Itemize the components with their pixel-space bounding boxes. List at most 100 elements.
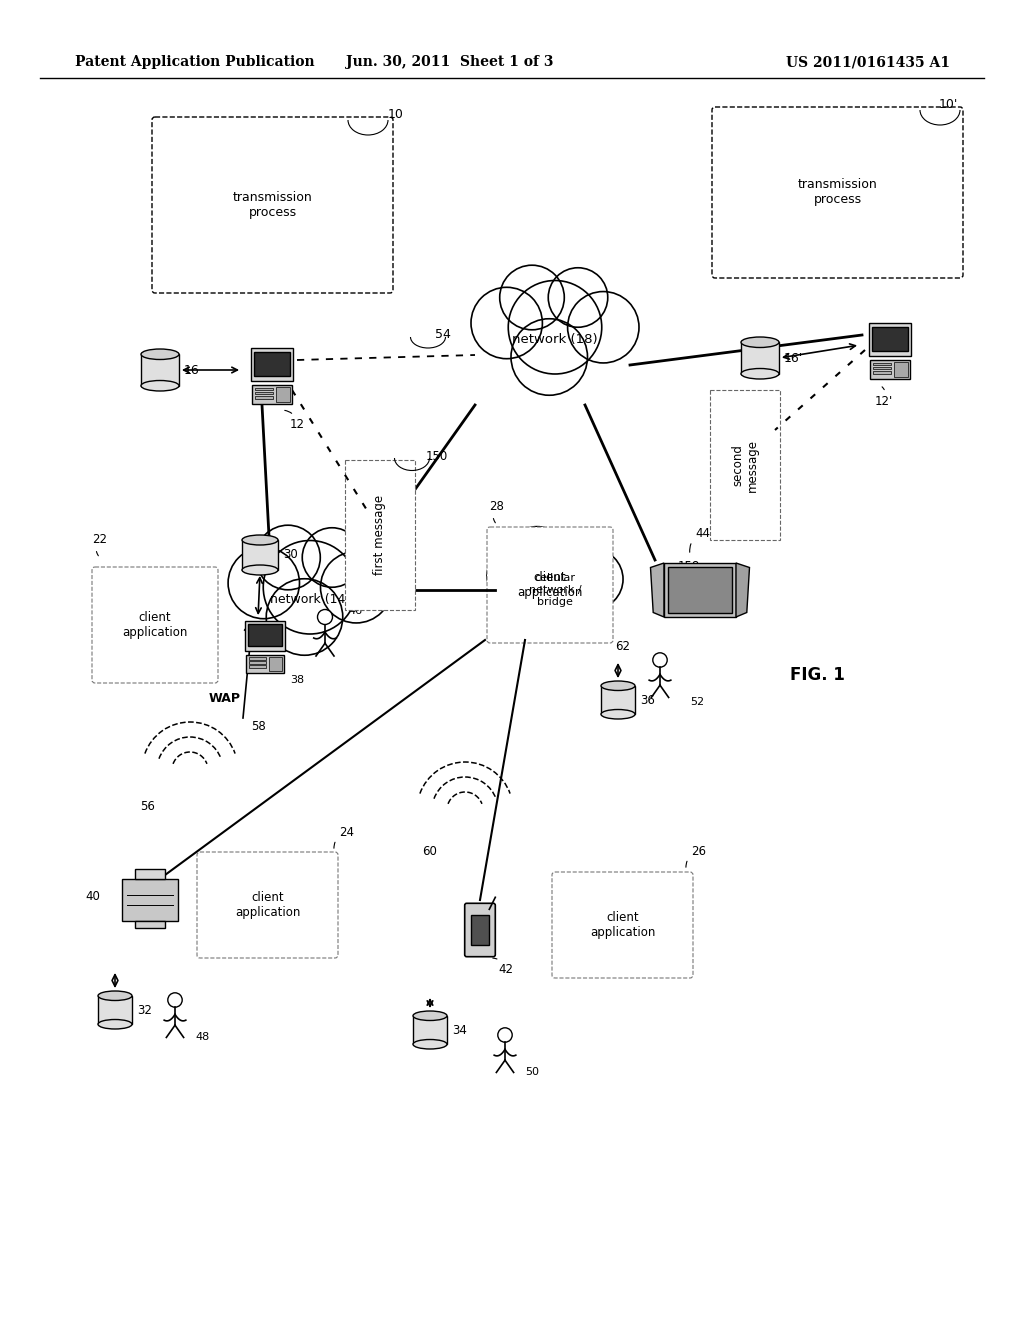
- Bar: [345, 459, 415, 610]
- Circle shape: [487, 545, 548, 606]
- Circle shape: [511, 318, 588, 395]
- Text: 10': 10': [939, 98, 958, 111]
- Text: WAP: WAP: [209, 692, 241, 705]
- Circle shape: [508, 281, 602, 374]
- FancyBboxPatch shape: [712, 107, 963, 279]
- Text: network (14): network (14): [270, 594, 350, 606]
- Text: 26: 26: [686, 845, 706, 867]
- Text: second
message: second message: [731, 438, 759, 491]
- Text: 16': 16': [784, 351, 803, 364]
- Circle shape: [228, 548, 299, 619]
- Circle shape: [500, 265, 564, 330]
- Text: 32: 32: [137, 1003, 152, 1016]
- Text: 60: 60: [423, 845, 437, 858]
- Bar: [135, 869, 165, 879]
- Bar: [246, 655, 285, 673]
- Ellipse shape: [242, 565, 278, 576]
- Ellipse shape: [98, 1019, 132, 1030]
- Text: 42: 42: [493, 958, 513, 975]
- Circle shape: [567, 292, 639, 363]
- Circle shape: [266, 578, 343, 655]
- FancyBboxPatch shape: [197, 851, 338, 958]
- FancyBboxPatch shape: [487, 527, 613, 643]
- Text: transmission
process: transmission process: [798, 178, 878, 206]
- Bar: [276, 387, 291, 401]
- Text: 28: 28: [489, 500, 504, 523]
- Bar: [98, 995, 132, 1024]
- Text: client
application: client application: [517, 572, 583, 599]
- Bar: [252, 385, 293, 404]
- Bar: [248, 624, 282, 647]
- Bar: [868, 323, 911, 356]
- Bar: [873, 367, 891, 370]
- Bar: [255, 392, 273, 395]
- Text: 62: 62: [615, 640, 630, 653]
- Bar: [255, 396, 273, 399]
- Text: Jun. 30, 2011  Sheet 1 of 3: Jun. 30, 2011 Sheet 1 of 3: [346, 55, 554, 69]
- Ellipse shape: [242, 535, 278, 545]
- Bar: [269, 657, 283, 671]
- Text: client
application: client application: [122, 611, 187, 639]
- Text: 150: 150: [426, 450, 449, 463]
- Text: 34: 34: [452, 1023, 467, 1036]
- Text: 58: 58: [251, 719, 265, 733]
- FancyBboxPatch shape: [92, 568, 218, 682]
- Bar: [873, 371, 891, 374]
- Bar: [741, 342, 779, 374]
- Bar: [251, 348, 293, 380]
- Polygon shape: [736, 564, 750, 616]
- Text: 12: 12: [285, 411, 305, 432]
- Text: transmission
process: transmission process: [232, 191, 312, 219]
- Bar: [710, 389, 780, 540]
- Text: cellular
network /
bridge: cellular network / bridge: [528, 573, 582, 607]
- Bar: [869, 360, 910, 379]
- Ellipse shape: [741, 337, 779, 347]
- Ellipse shape: [141, 380, 179, 391]
- Polygon shape: [650, 564, 664, 616]
- Circle shape: [498, 1028, 512, 1043]
- Text: 16: 16: [184, 363, 200, 376]
- Text: 52: 52: [690, 697, 705, 708]
- Text: 54: 54: [435, 327, 451, 341]
- FancyBboxPatch shape: [552, 873, 693, 978]
- FancyBboxPatch shape: [152, 117, 393, 293]
- Text: 36: 36: [640, 693, 655, 706]
- Text: US 2011/0161435 A1: US 2011/0161435 A1: [786, 55, 950, 69]
- Ellipse shape: [601, 681, 635, 690]
- Text: first message: first message: [374, 495, 386, 576]
- Circle shape: [548, 268, 608, 327]
- Bar: [249, 665, 266, 668]
- Bar: [255, 388, 273, 391]
- Bar: [873, 363, 891, 366]
- Text: 50: 50: [525, 1067, 539, 1077]
- Ellipse shape: [413, 1040, 447, 1049]
- Circle shape: [562, 549, 623, 610]
- Text: network (18): network (18): [512, 334, 598, 346]
- Circle shape: [518, 572, 583, 636]
- Text: FIG. 1: FIG. 1: [790, 667, 845, 684]
- Circle shape: [263, 540, 356, 634]
- Bar: [894, 362, 908, 376]
- Circle shape: [653, 653, 668, 667]
- Ellipse shape: [413, 1011, 447, 1020]
- Ellipse shape: [741, 368, 779, 379]
- Circle shape: [515, 540, 595, 619]
- Bar: [245, 620, 285, 651]
- Bar: [141, 354, 179, 385]
- Text: 30: 30: [283, 549, 298, 561]
- Text: 24: 24: [334, 826, 354, 849]
- Circle shape: [302, 528, 361, 587]
- Bar: [601, 686, 635, 714]
- Text: 158: 158: [678, 560, 700, 573]
- Text: client
application: client application: [590, 911, 655, 939]
- Ellipse shape: [601, 710, 635, 719]
- Bar: [471, 915, 489, 945]
- Circle shape: [510, 527, 564, 581]
- Text: 22: 22: [92, 533, 106, 556]
- Bar: [123, 879, 177, 921]
- Circle shape: [317, 610, 333, 624]
- Text: 12': 12': [874, 387, 893, 408]
- Text: 44: 44: [690, 527, 710, 552]
- Circle shape: [168, 993, 182, 1007]
- Text: 10: 10: [388, 108, 403, 121]
